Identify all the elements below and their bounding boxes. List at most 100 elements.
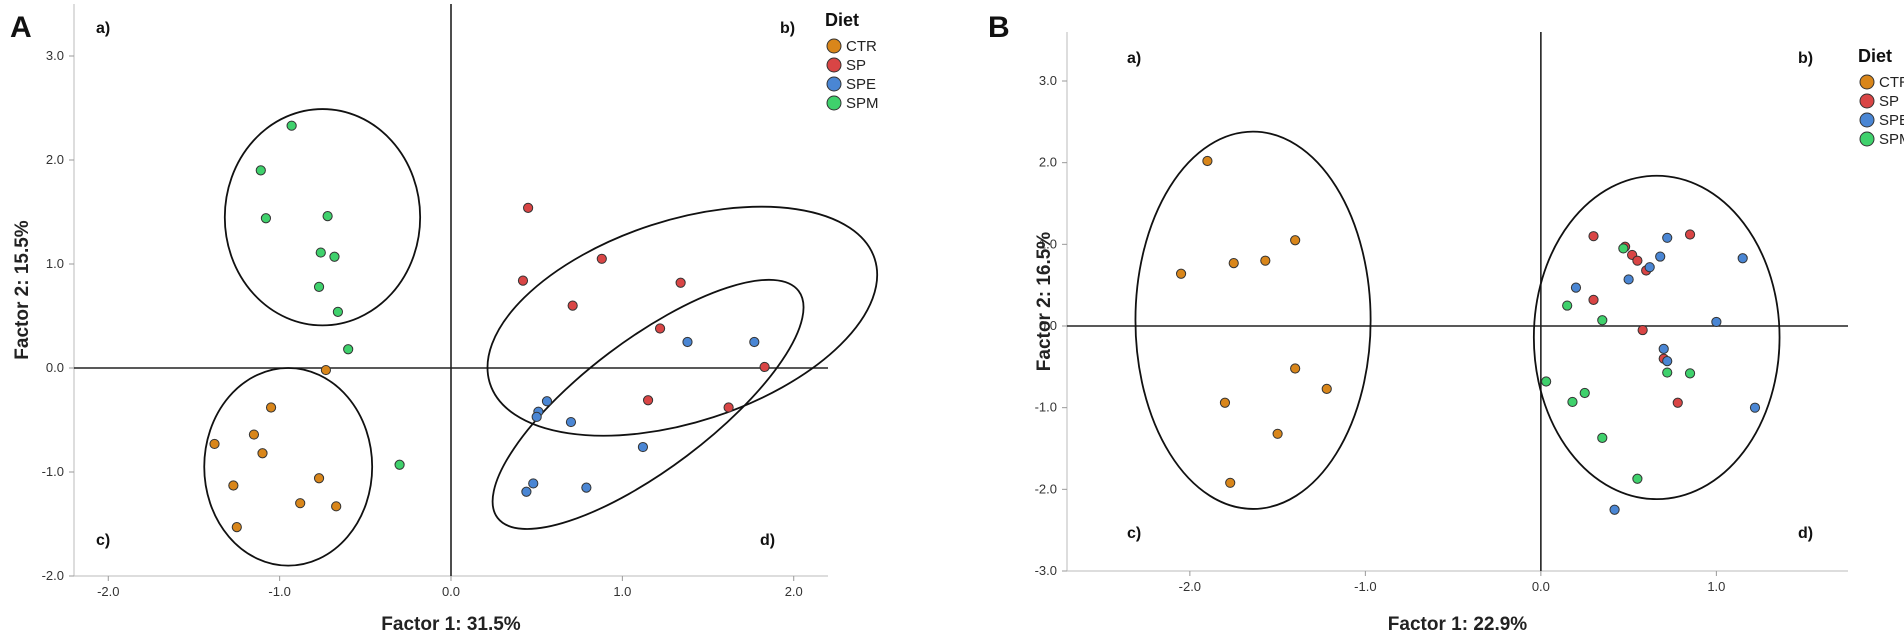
panel-b-legend-marker-sp [1859,93,1875,109]
panel-a-point-sp [654,323,666,334]
panel-b-quadrant-label: c) [1127,525,1141,542]
panel-b-point-spm [1597,432,1608,443]
panel-a-point-ctr [209,438,220,450]
panel-a-x-tick-label: 1.0 [613,584,631,599]
panel-a-point-sp [675,277,686,288]
panel-a-point-ctr [295,498,306,509]
panel-a-point-spe [541,396,553,407]
panel-a-point-sp [567,300,578,311]
panel-a-point-spe [749,336,760,348]
panel-a-point-spm [329,251,340,262]
panel-a-x-tick-label: 0.0 [442,584,460,599]
panel-b-x-tick-label: 1.0 [1707,579,1725,594]
panel-a-quadrant-label: d) [760,532,775,549]
panel-b-point-ctr [1225,477,1236,488]
panel-b-legend-label-ctr: CTR [1879,74,1904,91]
panel-b-point-spe [1609,504,1620,515]
panel-b: B -2.0 -1.0 0.0 1.0 -3.0 -2.0 -1.0 0.0 1.0 2.0 3.0… [988,11,1904,635]
panel-a-cluster-ellipse [486,205,879,437]
panel-b-y-tick-label: -2.0 [1035,481,1057,496]
panel-b-point-spm [1579,387,1590,399]
panel-b-y-axis-label: Factor 2: 16.5% [1034,232,1055,371]
panel-a: A -2.0 -1.0 0.0 1.0 2.0 -2.0 -1.0 0.0 1.0 2.0 3.0 F… [10,4,879,635]
panel-b-point-spm [1662,367,1673,378]
panel-a-y-axis-label: Factor 2: 15.5% [12,220,33,359]
panel-a-cluster-ellipse [223,108,422,327]
panel-a-point-spe [528,478,539,489]
panel-a-point-sp [642,395,654,406]
panel-b-y-tick-label: 0.0 [1039,318,1057,333]
panel-b-point-spe [1662,356,1673,367]
panel-a-point-spm [394,459,405,470]
panel-a-cluster-ellipse [203,367,374,567]
panel-a-point-ctr [228,480,239,491]
panel-a-legend-title: Diet [825,10,859,30]
panel-b-x-tick-label: -1.0 [1354,579,1376,594]
panel-b-point-sp [1684,229,1696,240]
panel-b-x-axis-label: Factor 1: 22.9% [1388,614,1527,635]
panel-a-legend-label-ctr: CTR [846,38,877,55]
panel-a-y-tick-label: 0.0 [46,360,64,375]
panel-a-letter: A [10,11,32,44]
panel-a-point-sp [759,361,770,373]
panel-b-point-spe [1655,251,1666,262]
panel-a-y-tick-label: -1.0 [42,464,64,479]
panel-a-y-tick-label: 1.0 [46,256,64,271]
panel-a-legend-marker-ctr [826,38,842,54]
panel-b-point-spe [1644,262,1655,273]
panel-b-point-sp [1637,324,1648,336]
panel-b-point-ctr [1202,155,1213,167]
panel-a-point-ctr [265,402,277,413]
panel-b-legend-label-spe: SPE [1879,112,1904,129]
panel-a-point-spe [637,441,649,453]
panel-b-point-ctr [1321,383,1332,394]
panel-a-legend-label-spm: SPM [846,95,879,112]
panel-a-legend-marker-spe [826,76,842,92]
panel-b-point-ctr [1228,258,1239,269]
panel-a-point-spm [313,281,325,292]
panel-a-y-tick-label: 2.0 [46,152,64,167]
panel-b-point-spe [1749,402,1761,413]
panel-b-quadrant-label: d) [1798,525,1813,542]
panel-a-cluster-ellipse [491,278,805,530]
panel-b-point-spm [1632,473,1643,484]
panel-a-point-spm [322,211,333,222]
panel-b-point-ctr [1175,268,1187,279]
panel-a-quadrant-label: b) [780,20,795,37]
panel-b-point-spe [1662,232,1673,243]
panel-b-point-spm [1562,300,1573,311]
panel-b-point-ctr [1290,235,1301,246]
panel-b-quadrant-label: b) [1798,50,1813,67]
panel-b-point-ctr [1260,255,1271,266]
panel-b-legend-marker-spe [1859,112,1875,128]
panel-a-point-spm [286,120,297,131]
panel-a-point-sp [523,202,534,213]
panel-b-point-ctr [1290,363,1301,374]
panel-a-x-tick-label: -2.0 [97,584,119,599]
panel-a-point-ctr [320,364,332,376]
panel-a-x-tick-label: -1.0 [268,584,290,599]
panel-a-point-spe [682,336,693,348]
panel-b-y-tick-label: -3.0 [1035,563,1057,578]
panel-b-point-spm [1618,243,1629,254]
panel-a-point-spe [581,482,592,493]
panel-a-point-spm [260,213,272,224]
panel-a-point-spm [332,306,343,317]
panel-b-x-tick-label: -2.0 [1179,579,1201,594]
panel-b-point-sp [1588,231,1599,242]
panel-b-point-sp [1632,255,1643,266]
panel-a-point-ctr [331,501,342,512]
panel-a-x-tick-label: 2.0 [785,584,803,599]
panel-b-letter: B [988,11,1010,44]
panel-b-point-spe [1658,343,1669,354]
panel-b-y-tick-label: 1.0 [1039,236,1057,251]
panel-a-point-sp [723,402,734,413]
panel-b-x-tick-label: 0.0 [1532,579,1550,594]
panel-a-point-sp [517,275,529,286]
panel-a-point-spe [531,411,542,422]
panel-a-legend-marker-sp [826,57,842,73]
panel-b-point-spm [1597,315,1608,326]
panel-b-cluster-ellipse [1532,174,1781,501]
panel-b-legend-label-spm: SPM [1879,131,1904,148]
